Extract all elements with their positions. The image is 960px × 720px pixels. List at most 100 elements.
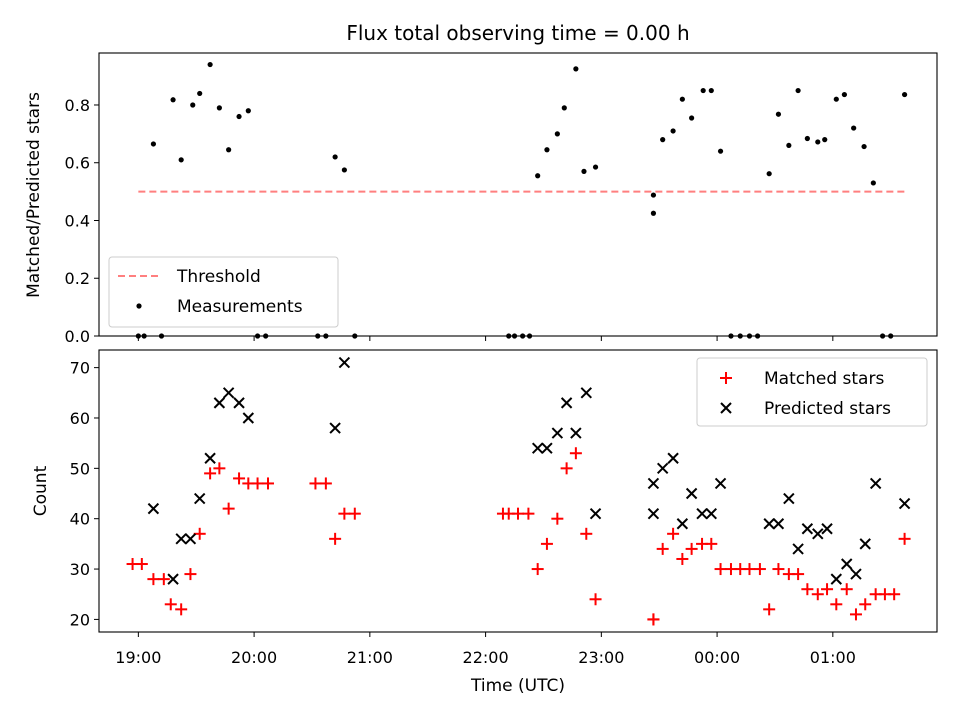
measurement-point [851, 125, 857, 131]
predicted-x-b [551, 427, 564, 439]
bottom-y-tick-label: 30 [70, 560, 90, 579]
matched-star-point [714, 563, 727, 576]
top-legend: Threshold Measurements [108, 256, 339, 328]
measurement-point [795, 87, 801, 94]
matched-star-point [309, 477, 322, 490]
predicted-star-point [705, 507, 718, 520]
bottom-y-tick-label: 50 [70, 459, 90, 478]
predicted-star-point [841, 558, 853, 570]
matched-star-point [157, 573, 170, 586]
predicted-x-b [338, 356, 351, 369]
predicted-star-point [560, 397, 573, 409]
matched-star-point [348, 507, 361, 520]
matched-star-point [743, 563, 756, 576]
predicted-x-b [656, 462, 669, 475]
x-tick-label: 22:00 [463, 648, 509, 667]
predicted-star-point [647, 477, 660, 490]
legend-predicted-label: Predicted stars [764, 399, 891, 419]
predicted-x-b [801, 523, 814, 535]
matched-star-point [888, 588, 901, 601]
predicted-star-point [570, 427, 582, 439]
matched-star-point [840, 583, 853, 596]
predicted-star-point [175, 533, 187, 545]
predicted-x-b [184, 533, 197, 545]
predicted-star-point [667, 452, 679, 464]
predicted-x-b [821, 523, 833, 535]
predicted-star-point [580, 387, 592, 399]
measurement-point [332, 154, 338, 160]
predicted-star-point [242, 412, 255, 424]
predicted-x-b [570, 427, 582, 439]
matched-star-point [811, 588, 824, 601]
predicted-x-b [242, 412, 255, 424]
matched-star-point [589, 593, 602, 606]
measurement-point [815, 139, 821, 145]
predicted-star-point [656, 462, 669, 475]
predicted-x-b [667, 452, 679, 464]
measurement-point [786, 142, 792, 149]
matched-star-point [319, 477, 332, 490]
x-tick-label: 23:00 [578, 648, 624, 667]
predicted-x-b [685, 487, 698, 500]
matched-star-point [667, 527, 680, 540]
predicted-star-point [792, 543, 804, 555]
predicted-star-point [850, 568, 862, 580]
matched-star-point [560, 462, 573, 475]
measurement-point [561, 105, 567, 111]
legend-measurements-swatch [136, 303, 142, 309]
legend-matched-label: Matched stars [764, 369, 884, 389]
top-y-tick-label: 0.8 [65, 96, 90, 115]
matched-star-point [753, 563, 766, 576]
bottom-y-tick-label: 40 [70, 510, 90, 529]
predicted-star-point [589, 507, 602, 520]
measurement-point [245, 108, 251, 114]
matched-star-point [849, 608, 862, 621]
matched-star-point [338, 507, 351, 520]
x-tick-label: 00:00 [694, 648, 740, 667]
predicted-x-b [898, 497, 911, 510]
predicted-star-point [204, 452, 216, 464]
predicted-x-b [763, 518, 775, 530]
predicted-star-point [869, 477, 882, 490]
matched-star-point [204, 467, 217, 480]
predicted-x-b [222, 387, 235, 399]
matched-star-point [792, 568, 805, 581]
matched-star-point [551, 512, 564, 525]
measurement-point [226, 147, 232, 153]
predicted-star-point [541, 442, 553, 454]
measurement-point [150, 141, 157, 147]
predicted-x-b [167, 573, 179, 585]
matched-star-point [705, 537, 718, 550]
measurement-point [190, 102, 196, 108]
predicted-x-b [175, 533, 187, 545]
matched-star-point [233, 472, 246, 485]
predicted-x-b [830, 573, 843, 585]
predicted-star-point [801, 523, 814, 535]
predicted-x-b [705, 507, 718, 520]
matched-star-point [821, 583, 834, 596]
predicted-x-b [696, 507, 708, 520]
measurement-point [901, 91, 908, 98]
measurement-point [197, 90, 203, 97]
matched-star-point [135, 558, 148, 571]
predicted-star-point [551, 427, 564, 439]
predicted-star-point [898, 497, 911, 510]
bottom-legend: Matched stars Predicted stars [696, 357, 928, 427]
matched-star-point [512, 507, 524, 520]
predicted-x-b [869, 477, 882, 490]
predicted-x-b [859, 538, 871, 550]
predicted-star-point [329, 422, 341, 434]
predicted-x-b [204, 452, 216, 464]
predicted-star-point [167, 573, 179, 585]
matched-star-point [222, 502, 235, 515]
bottom-y-tick-label: 70 [70, 359, 90, 378]
measurement-point [554, 131, 560, 137]
measurement-point [236, 113, 242, 120]
predicted-star-point [184, 533, 197, 545]
measurement-point [833, 96, 839, 102]
predicted-star-point [193, 492, 206, 505]
predicted-star-point [783, 492, 795, 505]
predicted-x-b [329, 422, 341, 434]
measurement-point [700, 87, 706, 94]
